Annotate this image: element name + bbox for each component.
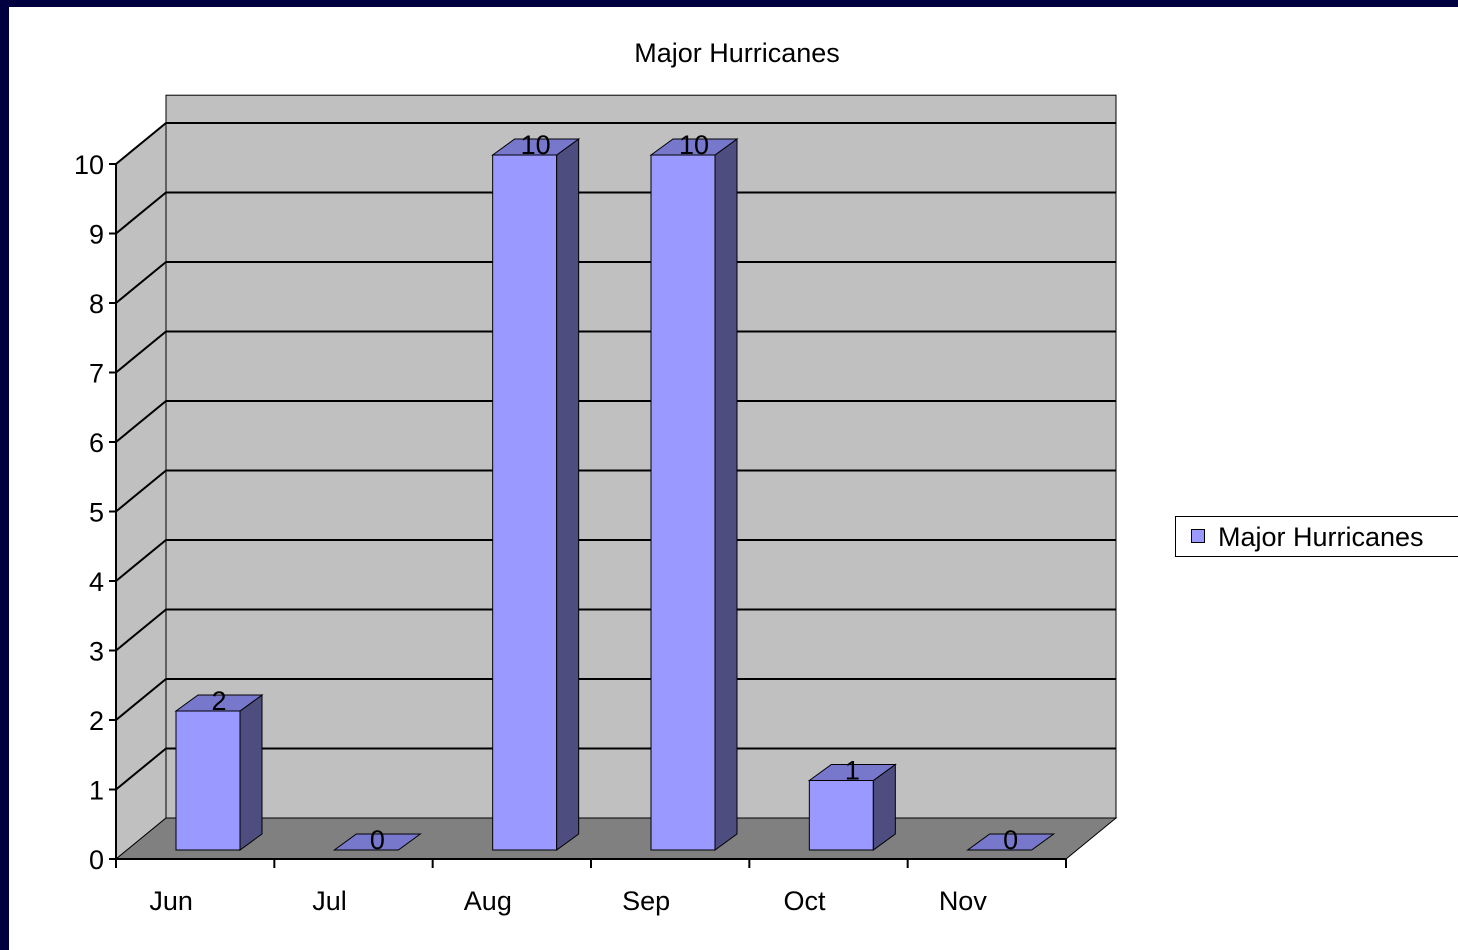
y-tick-label: 6 [89, 428, 104, 458]
legend-swatch [1191, 529, 1205, 543]
y-tick-label: 2 [89, 706, 104, 736]
gridline [115, 539, 1116, 582]
chart-title: Major Hurricanes [634, 38, 840, 68]
bar-top [174, 694, 264, 712]
gridline [115, 608, 1116, 652]
bar-side [714, 138, 738, 851]
gridline [115, 747, 1116, 791]
data-label: 0 [1003, 825, 1018, 855]
back-wall [165, 94, 1117, 819]
data-label: 0 [370, 825, 385, 855]
x-tick-label: Nov [939, 886, 988, 916]
y-tick-label: 9 [89, 220, 104, 250]
bar [491, 138, 581, 851]
bar-front [650, 154, 716, 851]
y-tick-label: 8 [89, 289, 104, 319]
bar-top [649, 138, 739, 156]
gridline [115, 122, 1116, 165]
legend-label: Major Hurricanes [1218, 522, 1424, 552]
bar-top [491, 138, 581, 156]
gridline [115, 330, 1116, 374]
x-tick-label: Sep [622, 886, 670, 916]
data-label: 2 [211, 686, 226, 716]
data-label: 10 [679, 130, 709, 160]
gridline [115, 400, 1116, 443]
legend: Major Hurricanes [1175, 516, 1458, 557]
bar-front [808, 780, 874, 851]
y-tick-label: 4 [89, 567, 104, 597]
gridline [115, 261, 1116, 304]
bar-top [966, 833, 1056, 851]
y-axis: 0 1 2 3 4 5 6 7 8 9 10 [74, 150, 117, 875]
y-tick-label: 3 [89, 637, 104, 667]
bar-front [492, 154, 558, 851]
bar-side [239, 694, 263, 851]
x-tick-label: Jun [149, 886, 193, 916]
y-tick-label: 10 [74, 150, 104, 180]
bar-side [556, 138, 580, 851]
bar-top [332, 833, 422, 851]
bar-top [807, 764, 897, 781]
x-axis: Jun Jul Aug Sep Oct Nov [115, 858, 1067, 916]
y-tick-label: 0 [89, 845, 104, 875]
floor [114, 817, 1118, 860]
x-tick-label: Aug [464, 886, 512, 916]
bar [807, 763, 897, 851]
bar [966, 833, 1056, 851]
y-tick-label: 1 [89, 776, 104, 806]
bar [332, 833, 422, 851]
gridlines [115, 122, 1116, 791]
gridline [115, 469, 1116, 513]
data-label: 10 [521, 130, 551, 160]
gridline [115, 678, 1116, 721]
plot-walls [114, 94, 1118, 861]
y-tick-label: 7 [89, 359, 104, 389]
chart-frame: Major Hurricanes 0 1 2 3 4 5 6 7 8 9 10 Jun Jul Aug S… [9, 7, 1458, 950]
data-label: 1 [845, 756, 860, 786]
gridline [115, 191, 1116, 235]
x-tick-label: Oct [783, 886, 826, 916]
bar [649, 138, 739, 851]
bars [174, 138, 1056, 851]
y-tick-label: 5 [89, 498, 104, 528]
x-tick-label: Jul [312, 886, 347, 916]
bar [174, 694, 264, 851]
bar-front [175, 710, 241, 851]
